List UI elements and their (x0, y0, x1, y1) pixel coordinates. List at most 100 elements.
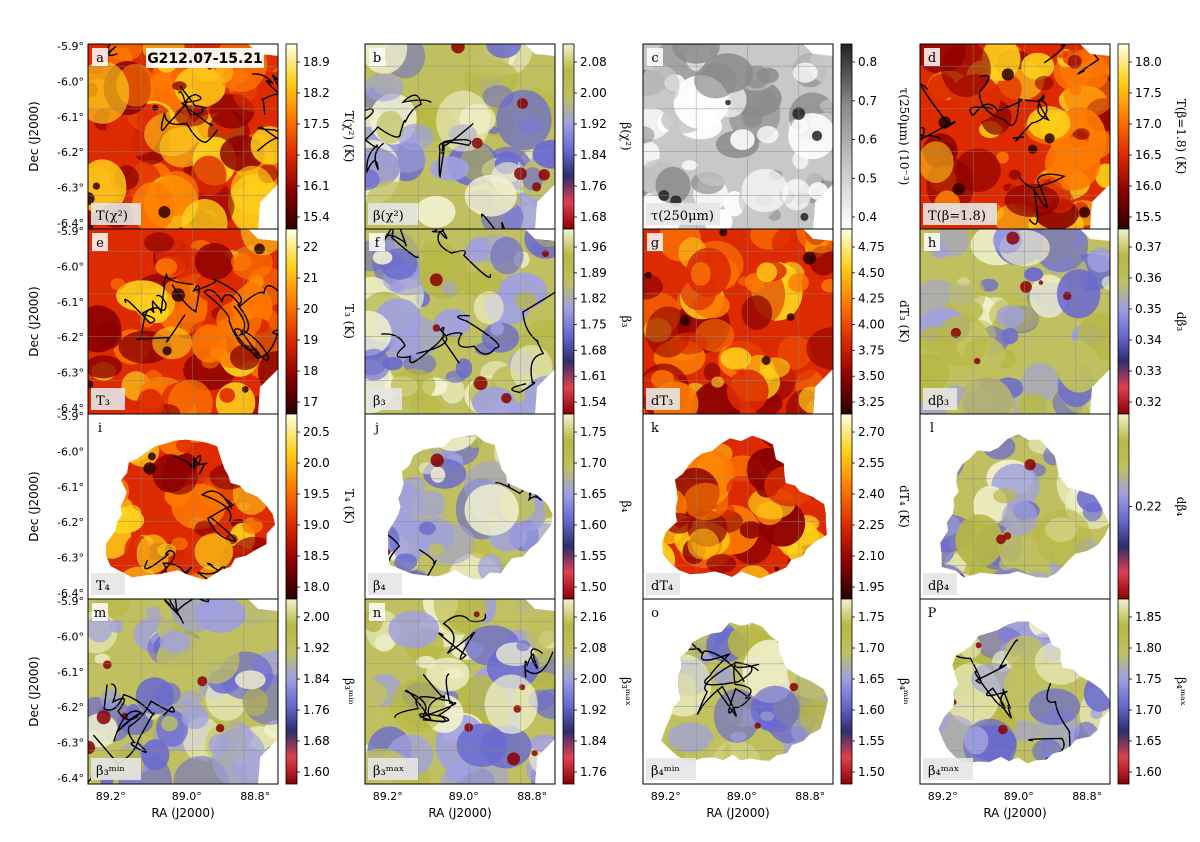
colorbar-tick-label: 1.75 (580, 425, 607, 439)
dec-tick-label: -6.2° (57, 701, 84, 714)
panel-letter: j (373, 421, 379, 436)
panel-quantity-label: β(χ²) (373, 209, 404, 224)
colorbar-tick-label: 1.65 (1135, 734, 1162, 748)
colorbar-tick-label: 1.89 (580, 266, 607, 280)
ra-tick-label: 89.0° (449, 790, 479, 803)
colorbar-tick-label: 3.25 (858, 395, 885, 409)
panel-g: g dT₃ 4.75 4.50 4.25 4.00 3.75 3.50 3.25 dT₃ (K) (642, 228, 911, 415)
dec-tick-label: -6.2° (57, 331, 84, 344)
dec-tick-label: -6.1° (57, 111, 84, 124)
colorbar-label: τ(250μm) (10⁻³) (897, 88, 911, 186)
colorbar-tick-label: 18.0 (303, 580, 330, 594)
colorbar-tick-label: 17.5 (1135, 86, 1162, 100)
colorbar-label: β₃ (619, 316, 633, 328)
colorbar-tick-label: 19 (303, 333, 318, 347)
panel-letter: m (94, 606, 106, 621)
colorbar-tick-label: 2.00 (580, 86, 607, 100)
ra-tick-label: 89.2° (928, 790, 958, 803)
colorbar-label: dT₄ (K) (897, 485, 911, 528)
colorbar-tick-label: 1.60 (1135, 765, 1162, 779)
dec-tick-label: -6.2° (57, 146, 84, 159)
colorbar (840, 413, 853, 600)
colorbar-tick-label: 1.55 (580, 549, 607, 563)
colorbar-tick-label: 0.36 (1135, 271, 1162, 285)
colorbar-tick-label: 0.35 (1135, 302, 1162, 316)
colorbar-tick-label: 2.10 (858, 549, 885, 563)
colorbar-label: T₃ (K) (342, 304, 356, 339)
dec-tick-label: -6.3° (57, 552, 84, 565)
colorbar-tick-label: 1.70 (1135, 703, 1162, 717)
colorbar-tick-label: 2.70 (858, 425, 885, 439)
colorbar (1117, 598, 1130, 785)
panel-letter: n (373, 606, 382, 621)
panel-quantity-box (91, 758, 141, 780)
dec-tick-label: -6.0° (57, 630, 84, 643)
colorbar-label: β(χ²) (619, 122, 633, 150)
colorbar-tick-label: 1.68 (303, 734, 330, 748)
colorbar-tick-label: 1.84 (580, 734, 607, 748)
colorbar (562, 228, 575, 415)
ra-tick-label: 89.0° (1004, 790, 1034, 803)
panel-quantity-box (646, 758, 696, 780)
colorbar-tick-label: 18.5 (303, 549, 330, 563)
dec-axis-label: Dec (J2000) (27, 101, 41, 171)
colorbar-tick-label: 1.60 (303, 765, 330, 779)
dec-tick-label: -6.1° (57, 296, 84, 309)
panel-letter: c (651, 51, 658, 66)
colorbar-tick-label: 1.92 (303, 641, 330, 655)
panel-i: i T₄ 20.5 20.0 19.5 19.0 18.5 18.0 T₄ (K) -5.9° -6… (27, 410, 356, 600)
colorbar-tick-label: 1.75 (580, 318, 607, 332)
colorbar-tick-label: 0.37 (1135, 240, 1162, 254)
panel-quantity-label: β₃ᵐᵃˣ (373, 764, 404, 779)
panel-quantity-label: dβ₄ (928, 579, 949, 594)
dec-tick-label: -5.9° (57, 225, 84, 238)
dec-tick-label: -5.9° (57, 40, 84, 53)
colorbar-tick-label: 2.08 (580, 55, 607, 69)
dec-tick-label: -6.4° (57, 402, 84, 415)
colorbar-tick-label: 1.60 (580, 518, 607, 532)
panel-l: l dβ₄ 0.22 dβ₄ (919, 413, 1188, 600)
colorbar-label: β₄ (619, 501, 633, 513)
ra-tick-label: 88.8° (1072, 790, 1102, 803)
colorbar-tick-label: 20.0 (303, 456, 330, 470)
panel-quantity-box (923, 388, 957, 410)
panel-map-b (365, 44, 555, 229)
panel-map-a (88, 44, 278, 229)
colorbar-tick-label: 1.70 (580, 456, 607, 470)
panel-letter: P (928, 606, 937, 621)
panel-b: b β(χ²) 2.08 2.00 1.92 1.84 1.76 1.68 β(χ²) (364, 43, 633, 230)
colorbar (840, 228, 853, 415)
colorbar-tick-label: 20.5 (303, 425, 330, 439)
colorbar-tick-label: 1.84 (580, 148, 607, 162)
panel-letter: k (651, 421, 659, 436)
colorbar-tick-label: 17 (303, 395, 318, 409)
colorbar-tick-label: 2.25 (858, 518, 885, 532)
colorbar-tick-label: 0.32 (1135, 395, 1162, 409)
colorbar-tick-label: 19.0 (303, 518, 330, 532)
colorbar-tick-label: 1.95 (858, 580, 885, 594)
colorbar-tick-label: 1.50 (580, 580, 607, 594)
dec-tick-label: -6.1° (57, 666, 84, 679)
panel-quantity-box (368, 388, 402, 410)
colorbar (562, 598, 575, 785)
colorbar-tick-label: 17.0 (1135, 117, 1162, 131)
colorbar-tick-label: 2.00 (580, 672, 607, 686)
panel-map-m (88, 599, 278, 784)
colorbar-tick-label: 0.8 (858, 55, 877, 69)
ra-axis-label: RA (J2000) (428, 806, 491, 820)
panel-letter: i (98, 421, 102, 436)
colorbar-tick-label: 1.54 (580, 395, 607, 409)
dec-tick-label: -6.0° (57, 445, 84, 458)
panel-quantity-box (646, 388, 680, 410)
colorbar-tick-label: 1.76 (303, 703, 330, 717)
colorbar-tick-label: 15.5 (1135, 210, 1162, 224)
panel-quantity-box (923, 758, 973, 780)
panel-frame (642, 598, 834, 785)
ra-tick-label: 89.2° (651, 790, 681, 803)
colorbar-tick-label: 18.0 (1135, 55, 1162, 69)
colorbar-tick-label: 4.00 (858, 318, 885, 332)
colorbar-tick-label: 1.50 (858, 765, 885, 779)
colorbar-tick-label: 1.85 (1135, 610, 1162, 624)
colorbar-label: β₄ᵐⁱⁿ (897, 678, 911, 705)
